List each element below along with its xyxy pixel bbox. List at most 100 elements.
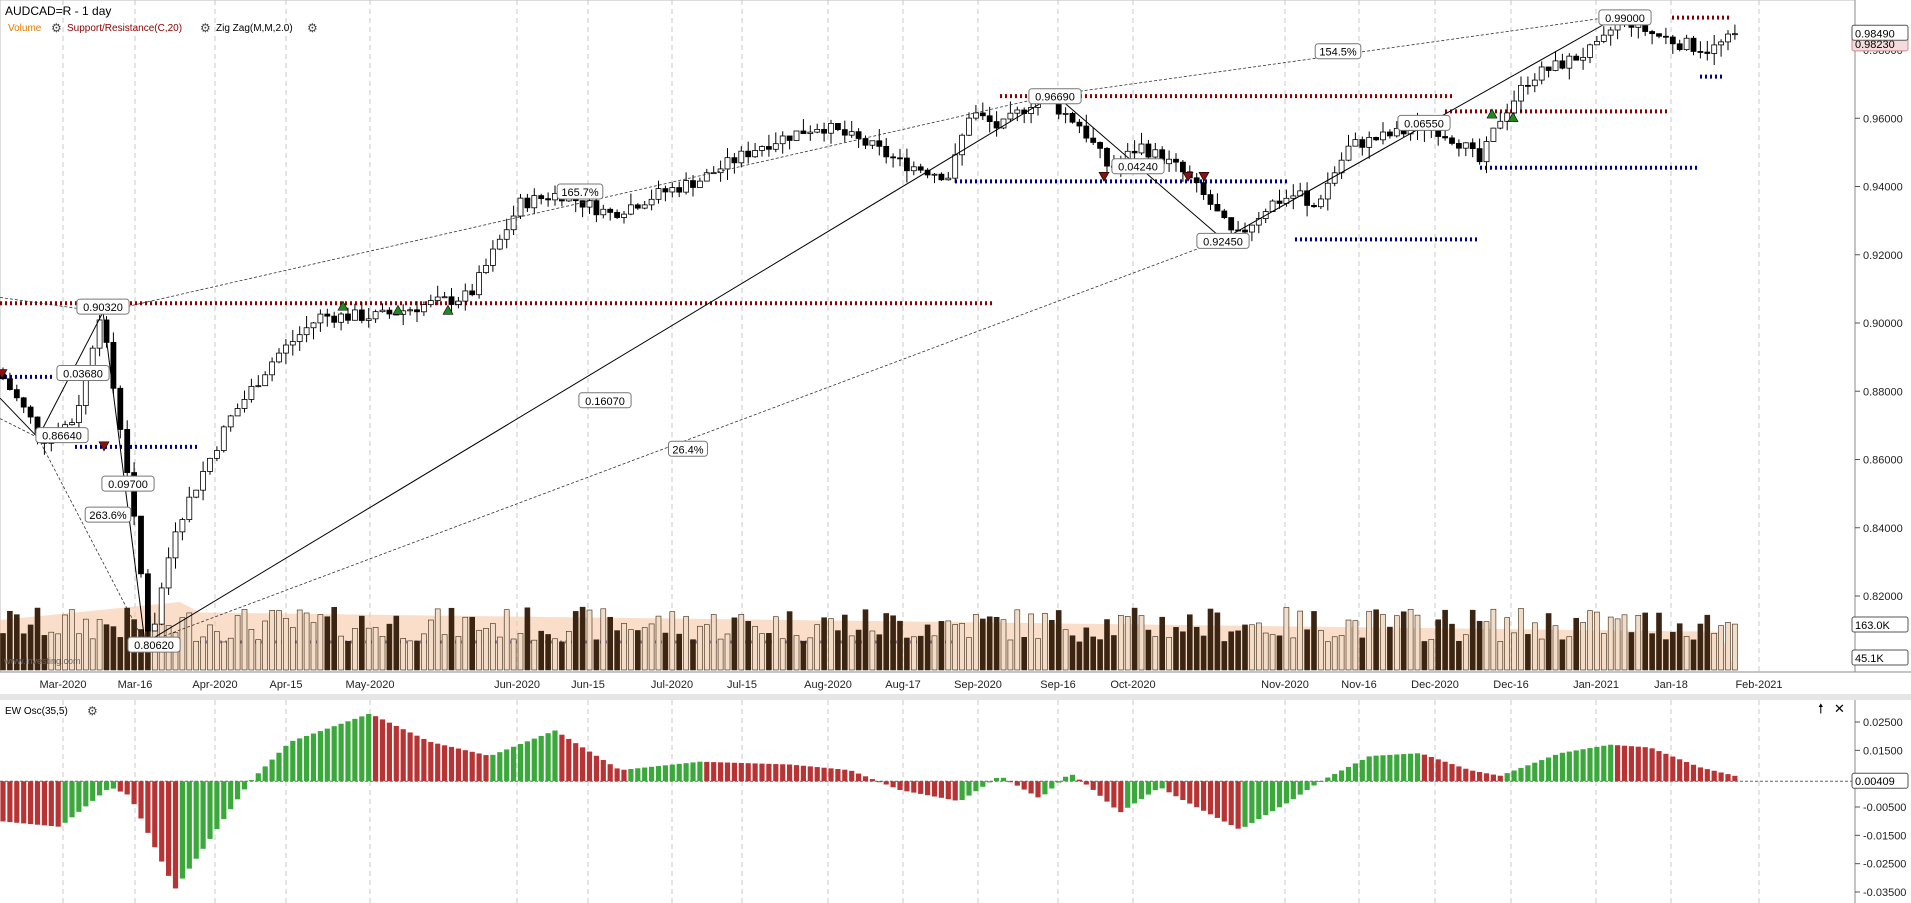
- candle-body: [966, 117, 972, 136]
- oscillator-bar: [690, 762, 696, 782]
- volume-bar: [69, 609, 75, 671]
- oscillator-bar: [793, 765, 800, 782]
- oscillator-bar: [1332, 774, 1338, 782]
- candle-body: [1545, 66, 1552, 71]
- oscillator-bar: [214, 781, 220, 830]
- gear-icon[interactable]: ⚙: [51, 21, 62, 35]
- oscillator-bar: [738, 762, 744, 782]
- candle-body: [338, 313, 345, 323]
- zigzag-segment: [144, 94, 1056, 644]
- candle-body: [158, 587, 165, 625]
- panel-separator[interactable]: [0, 694, 1911, 700]
- volume-bar: [48, 631, 55, 671]
- volume-bar: [338, 635, 344, 671]
- volume-bar: [1525, 634, 1531, 671]
- volume-tick-label: 163.0K: [1855, 620, 1891, 632]
- date-tick-label: Jun-15: [571, 679, 605, 691]
- oscillator-bar: [62, 781, 68, 823]
- oscillator-bar: [1035, 781, 1041, 798]
- oscillator-bar: [138, 781, 144, 819]
- legend-support-resistance[interactable]: Support/Resistance(C,20): [67, 23, 182, 34]
- oscillator-bar: [103, 781, 110, 790]
- volume-bar: [310, 622, 317, 671]
- volume-bar: [1118, 614, 1124, 671]
- candle-body: [1104, 147, 1110, 167]
- oscillator-bar: [1594, 746, 1600, 782]
- grid-lines: [0, 0, 1860, 903]
- gear-icon[interactable]: ⚙: [200, 21, 211, 35]
- zigzag-point-label: 0.92450: [1203, 236, 1243, 248]
- oscillator-bar: [711, 762, 717, 782]
- osc-title[interactable]: EW Osc(35,5): [5, 706, 68, 717]
- oscillator-bar: [269, 759, 275, 782]
- candle-body: [1345, 145, 1352, 161]
- close-panel-icon[interactable]: ✕: [1834, 702, 1845, 717]
- oscillator-bar: [676, 763, 682, 782]
- oscillator-bar: [869, 779, 875, 782]
- volume-bar: [1049, 619, 1055, 671]
- legend-zigzag[interactable]: Zig Zag(M,M,2.0): [216, 23, 293, 34]
- candle-body: [669, 187, 676, 193]
- oscillator-bar: [110, 781, 116, 789]
- oscillator-bar: [1014, 781, 1020, 786]
- candle-body: [96, 319, 103, 349]
- candle-body: [1311, 205, 1317, 208]
- oscillator-bar: [1539, 760, 1545, 782]
- volume-bar: [1469, 609, 1476, 671]
- zigzag-change-label-box: [1111, 158, 1165, 175]
- volume-bar: [904, 637, 910, 671]
- zigzag-point-label-box: [35, 427, 89, 444]
- volume-bar: [1483, 621, 1490, 671]
- date-tick-label: Aug-17: [885, 679, 920, 691]
- candle-body: [1711, 44, 1718, 54]
- maximize-panel-icon[interactable]: 🠕: [1818, 702, 1824, 717]
- candle-body: [276, 352, 282, 363]
- last-price-secondary: 0.98230: [1855, 39, 1895, 51]
- oscillator-bar: [835, 769, 841, 782]
- candle-body: [614, 212, 620, 218]
- candle-body: [496, 238, 503, 250]
- candle-body: [724, 157, 731, 170]
- oscillator-bar: [911, 781, 917, 793]
- candle-body: [324, 313, 331, 317]
- candle-body: [841, 129, 848, 136]
- volume-bar: [648, 623, 655, 671]
- date-tick-label: Dec-2020: [1411, 679, 1459, 691]
- osc-tick-label: 0.02500: [1863, 717, 1903, 729]
- candle-body: [7, 378, 13, 391]
- volume-bar: [276, 610, 282, 671]
- oscillator-bar: [207, 781, 213, 839]
- candle-body: [13, 389, 20, 399]
- oscillator-bar: [1463, 768, 1469, 782]
- oscillator-bar: [600, 759, 606, 782]
- zigzag-point-label: 0.80620: [134, 640, 174, 652]
- oscillator-bar: [159, 781, 165, 862]
- legend-volume[interactable]: Volume: [8, 23, 42, 34]
- oscillator-bar: [704, 761, 710, 782]
- candle-body: [427, 300, 434, 306]
- buy-signal-icon: [337, 300, 349, 311]
- oscillator-bar: [800, 765, 806, 782]
- volume-bar: [1676, 623, 1683, 671]
- candle-body: [76, 405, 82, 424]
- candle-body: [462, 290, 469, 302]
- volume-bar: [1690, 639, 1697, 671]
- gear-icon[interactable]: ⚙: [87, 704, 98, 718]
- zigzag-segment: [0, 397, 39, 439]
- volume-bar: [110, 626, 117, 671]
- volume-bar: [179, 617, 186, 671]
- volume-bar: [1711, 632, 1717, 671]
- candle-body: [793, 130, 800, 141]
- zigzag-point-label-box: [1028, 88, 1082, 105]
- gear-icon[interactable]: ⚙: [307, 21, 318, 35]
- candle-body: [455, 300, 462, 305]
- volume-bar: [269, 609, 275, 671]
- volume-bar: [924, 624, 931, 671]
- candle-body: [1069, 113, 1076, 123]
- candle-body: [1725, 33, 1731, 43]
- date-tick-label: Apr-15: [269, 679, 302, 691]
- volume-bar: [365, 627, 372, 671]
- volume-bar: [973, 614, 979, 671]
- volume-bar: [1621, 614, 1628, 671]
- volume-bar: [414, 640, 420, 671]
